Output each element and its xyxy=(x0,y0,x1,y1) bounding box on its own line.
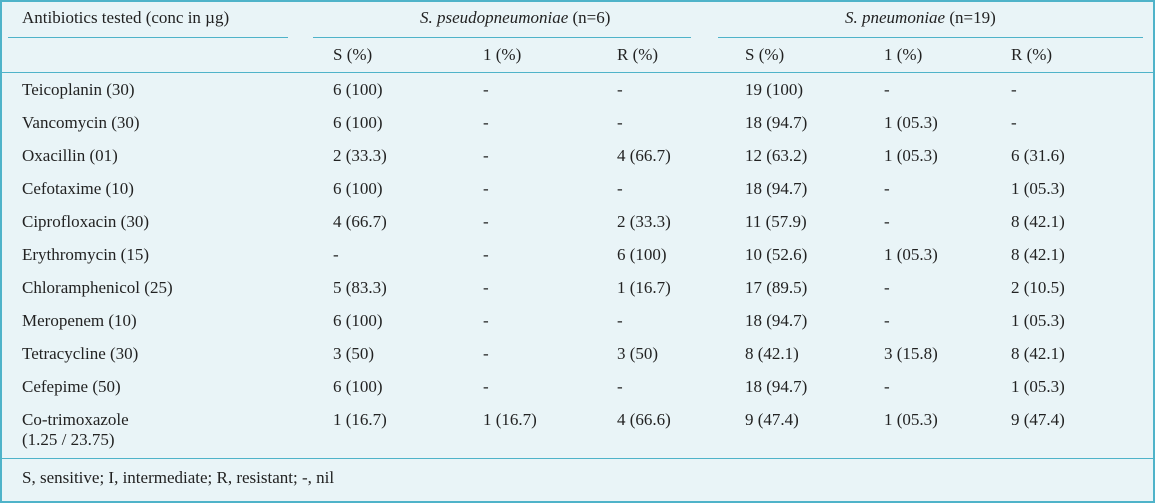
subheader: R (%) xyxy=(617,45,659,64)
cell: - xyxy=(884,80,890,99)
footnote: S, sensitive; I, intermediate; R, resist… xyxy=(22,468,335,487)
antibiotic-name: Cefotaxime (10) xyxy=(22,179,134,198)
cell: - xyxy=(483,113,489,132)
group-header: S. pseudopneumoniae (n=6) xyxy=(420,8,610,28)
cell: 8 (42.1) xyxy=(1011,344,1065,363)
antibiotic-name: Chloramphenicol (25) xyxy=(22,278,173,297)
cell: 3 (15.8) xyxy=(884,344,938,363)
cell: 1 (05.3) xyxy=(884,410,938,429)
cell: 9 (47.4) xyxy=(1011,410,1065,429)
sample-count: (n=19) xyxy=(949,8,996,27)
cell: - xyxy=(617,377,623,396)
cell: 6 (100) xyxy=(333,113,383,132)
rule xyxy=(718,37,1143,38)
cell: 1 (16.7) xyxy=(333,410,387,429)
cell: - xyxy=(617,179,623,198)
cell: - xyxy=(884,311,890,330)
cell: - xyxy=(483,377,489,396)
cell: - xyxy=(483,179,489,198)
subheader: S (%) xyxy=(333,45,373,64)
cell: 17 (89.5) xyxy=(745,278,808,297)
cell: 4 (66.7) xyxy=(333,212,387,231)
cell: - xyxy=(483,278,489,297)
antibiotic-name: Tetracycline (30) xyxy=(22,344,139,363)
cell: 6 (100) xyxy=(333,311,383,330)
cell: 3 (50) xyxy=(333,344,375,363)
sample-count: (n=6) xyxy=(572,8,611,27)
cell: - xyxy=(617,80,623,99)
cell: 1 (05.3) xyxy=(1011,311,1065,330)
cell: 1 (16.7) xyxy=(617,278,671,297)
cell: 6 (100) xyxy=(333,179,383,198)
cell: 1 (05.3) xyxy=(884,245,938,264)
subheader: R (%) xyxy=(1011,45,1053,64)
cell: 8 (42.1) xyxy=(1011,212,1065,231)
cell: 6 (100) xyxy=(617,245,667,264)
antibiotic-name: Meropenem (10) xyxy=(22,311,137,330)
rule xyxy=(2,72,1153,73)
cell: - xyxy=(617,311,623,330)
subheader: S (%) xyxy=(745,45,785,64)
cell: 18 (94.7) xyxy=(745,113,808,132)
cell: - xyxy=(884,179,890,198)
cell: - xyxy=(483,344,489,363)
cell: 6 (31.6) xyxy=(1011,146,1065,165)
antibiotic-name: Ciprofloxacin (30) xyxy=(22,212,149,231)
cell: 1 (05.3) xyxy=(884,113,938,132)
cell: 1 (16.7) xyxy=(483,410,537,429)
cell: - xyxy=(884,278,890,297)
cell: 18 (94.7) xyxy=(745,311,808,330)
cell: - xyxy=(483,212,489,231)
cell: 4 (66.7) xyxy=(617,146,671,165)
subheader: 1 (%) xyxy=(884,45,923,64)
group-header: S. pneumoniae (n=19) xyxy=(845,8,996,28)
antibiotic-name: Co-trimoxazole (1.25 / 23.75) xyxy=(22,410,129,449)
cell: - xyxy=(483,80,489,99)
cell: 1 (05.3) xyxy=(1011,377,1065,396)
cell: 2 (33.3) xyxy=(333,146,387,165)
cell: 19 (100) xyxy=(745,80,804,99)
cell: 1 (05.3) xyxy=(884,146,938,165)
cell: - xyxy=(1011,80,1017,99)
cell: 10 (52.6) xyxy=(745,245,808,264)
cell: - xyxy=(483,245,489,264)
species-name: S. pseudopneumoniae xyxy=(420,8,569,27)
cell: 2 (33.3) xyxy=(617,212,671,231)
rule xyxy=(2,458,1153,459)
species-name: S. pneumoniae xyxy=(845,8,946,27)
cell: 12 (63.2) xyxy=(745,146,808,165)
header-cell: Antibiotics tested (conc in µg) xyxy=(22,8,230,27)
cell: - xyxy=(617,113,623,132)
antibiotic-name: Vancomycin (30) xyxy=(22,113,140,132)
cell: 2 (10.5) xyxy=(1011,278,1065,297)
cell: 8 (42.1) xyxy=(745,344,799,363)
cell: 11 (57.9) xyxy=(745,212,807,231)
cell: 9 (47.4) xyxy=(745,410,799,429)
cell: 6 (100) xyxy=(333,377,383,396)
cell: 4 (66.6) xyxy=(617,410,671,429)
cell: - xyxy=(1011,113,1017,132)
cell: - xyxy=(884,212,890,231)
cell: - xyxy=(483,146,489,165)
cell: 6 (100) xyxy=(333,80,383,99)
subheader: 1 (%) xyxy=(483,45,522,64)
cell: 3 (50) xyxy=(617,344,659,363)
cell: - xyxy=(333,245,339,264)
cell: 5 (83.3) xyxy=(333,278,387,297)
cell: 18 (94.7) xyxy=(745,179,808,198)
cell: 1 (05.3) xyxy=(1011,179,1065,198)
cell: - xyxy=(884,377,890,396)
cell: - xyxy=(483,311,489,330)
antibiotic-name: Teicoplanin (30) xyxy=(22,80,135,99)
antibiotic-name: Cefepime (50) xyxy=(22,377,121,396)
antibiotic-name: Oxacillin (01) xyxy=(22,146,118,165)
antibiotic-name: Erythromycin (15) xyxy=(22,245,149,264)
cell: 8 (42.1) xyxy=(1011,245,1065,264)
rule xyxy=(313,37,691,38)
cell: 18 (94.7) xyxy=(745,377,808,396)
rule xyxy=(8,37,288,38)
